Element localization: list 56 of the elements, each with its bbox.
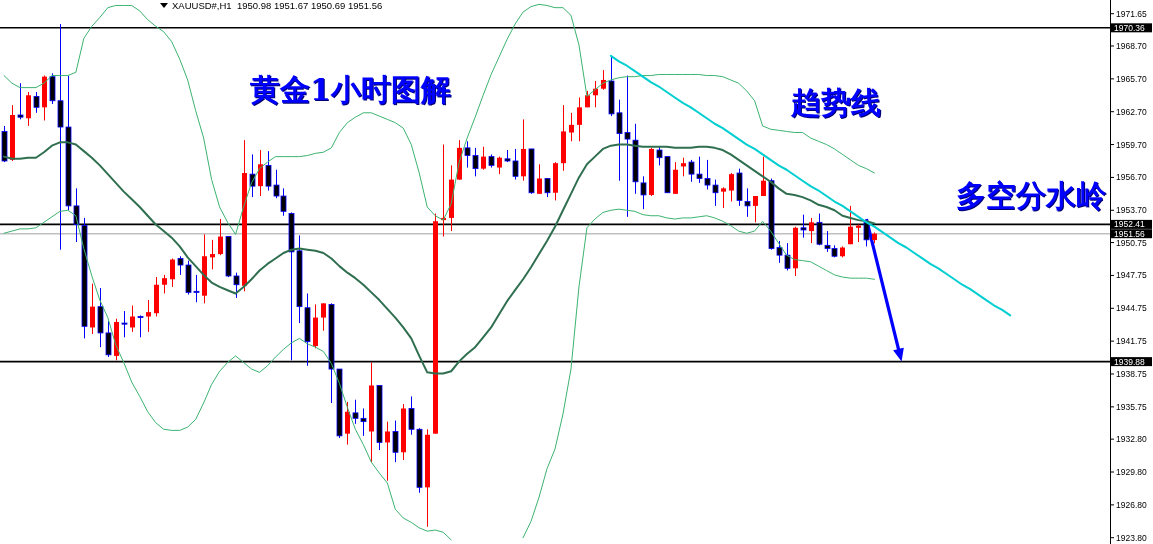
candlestick — [761, 156, 766, 197]
candlestick — [218, 218, 223, 256]
candlestick — [721, 186, 726, 209]
candlestick — [544, 178, 551, 198]
y-tick-label: 1944.75 — [1116, 303, 1147, 314]
ref-line-label: 1951.56 — [1114, 228, 1145, 239]
y-tick-label: 1923.80 — [1116, 532, 1147, 543]
y-tick-label: 1926.80 — [1116, 499, 1147, 510]
candlestick — [753, 195, 758, 223]
y-tick-label: 1953.70 — [1116, 205, 1147, 216]
candlestick — [170, 257, 175, 288]
y-tick-label: 1947.75 — [1116, 270, 1147, 281]
candlestick — [146, 299, 151, 333]
candlestick — [481, 146, 486, 171]
y-tick-label: 1962.70 — [1116, 106, 1147, 117]
candlestick — [569, 112, 574, 142]
candlestick — [345, 401, 350, 446]
candlestick — [809, 217, 814, 244]
candlestick — [385, 421, 390, 482]
candlestick — [729, 172, 734, 203]
y-tick-label: 1938.75 — [1116, 368, 1147, 379]
candlestick — [577, 96, 582, 142]
candlestick — [744, 187, 751, 218]
ref-line-label: 1970.36 — [1114, 22, 1145, 33]
y-tick-label: 1965.70 — [1116, 73, 1147, 84]
candlestick — [137, 314, 144, 338]
y-tick-label: 1929.80 — [1116, 467, 1147, 478]
candlestick — [17, 82, 24, 120]
candlestick — [33, 91, 40, 114]
candlestick — [90, 283, 95, 335]
y-tick-label: 1968.70 — [1116, 41, 1147, 51]
candlestick — [321, 302, 326, 332]
chart-subtitle: XAUUSD#,H1 1950.98 1951.67 1950.69 1951.56 — [172, 0, 383, 11]
candlestick — [26, 91, 31, 127]
y-tick-label: 1959.70 — [1116, 139, 1147, 150]
candlestick — [537, 163, 542, 195]
candlestick — [258, 149, 263, 197]
series-label: 趋势线 — [789, 84, 881, 120]
y-tick-label: 1941.75 — [1116, 336, 1147, 347]
ref-line-label: 1952.41 — [1114, 219, 1145, 230]
candlestick — [681, 157, 686, 177]
y-tick-label: 1950.75 — [1116, 237, 1147, 248]
ref-line-label: 1939.88 — [1114, 356, 1145, 367]
candlestick — [210, 239, 215, 270]
candlestick — [130, 305, 135, 333]
candlestick — [121, 310, 128, 338]
candlestick — [848, 205, 853, 245]
y-tick-label: 1971.65 — [1116, 8, 1147, 19]
y-tick-label: 1935.75 — [1116, 401, 1147, 412]
y-tick-label: 1932.80 — [1116, 434, 1147, 445]
candlestick — [392, 420, 399, 463]
annotation: 多空分水岭 — [956, 178, 1107, 214]
y-tick-label: 1956.70 — [1116, 172, 1147, 183]
candlestick — [640, 175, 647, 210]
candlestick — [162, 274, 167, 294]
text: 黄金1小时图解 — [250, 72, 451, 107]
